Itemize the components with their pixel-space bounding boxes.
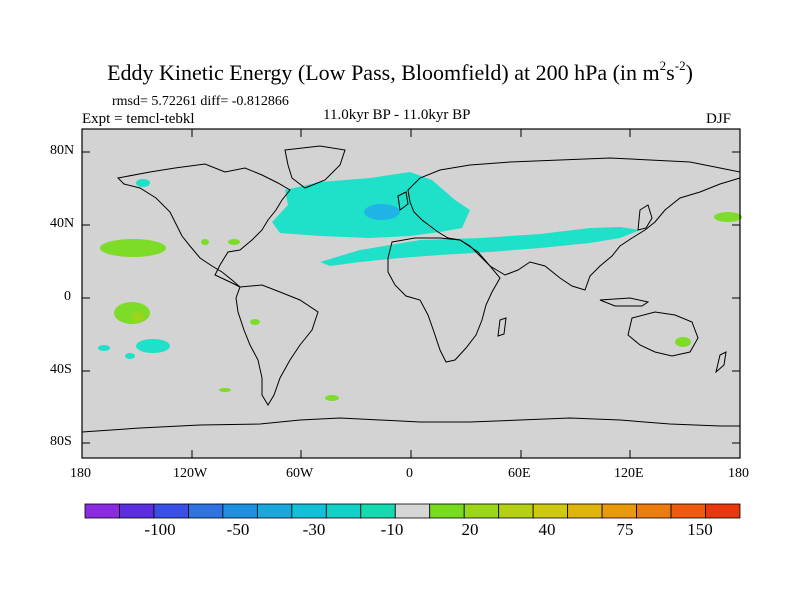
negative-anomaly-green-s3 — [250, 319, 260, 325]
colorbar-swatch-9 — [394, 503, 431, 519]
lon-label-60e: 60E — [508, 466, 531, 481]
lon-label-0: 0 — [406, 466, 413, 481]
lat-label-80s: 80S — [50, 434, 72, 449]
negative-anomaly-green-east — [714, 212, 742, 222]
colorbar-swatch-8 — [360, 503, 396, 519]
lon-label-180e: 180 — [728, 466, 749, 481]
negative-anomaly-green-core — [132, 312, 144, 322]
lon-label-120w: 120W — [173, 466, 208, 481]
colorbar-swatch-2 — [153, 503, 189, 519]
season-label: DJF — [706, 111, 732, 127]
colorbar-swatch-14 — [567, 503, 603, 519]
colorbar-label: -100 — [144, 520, 176, 539]
negative-anomaly-green-pacific — [100, 239, 166, 257]
positive-anomaly-cyan-band — [320, 227, 640, 266]
negative-anomaly-green-subtropic — [114, 302, 150, 324]
negative-anomaly-green-small — [228, 239, 240, 245]
colorbar-label: 150 — [687, 520, 713, 539]
lon-label-120e: 120E — [614, 466, 644, 481]
lon-label-180w: 180 — [70, 466, 91, 481]
experiment-label: Expt = temcl-tebkl — [82, 111, 195, 127]
colorbar-swatch-15 — [601, 503, 637, 519]
lat-label-40s: 40S — [50, 362, 72, 377]
negative-anomaly-green-aus — [675, 337, 691, 347]
anomaly-fields — [98, 172, 742, 401]
period-label: 11.0kyr BP - 11.0kyr BP — [323, 107, 471, 123]
colorbar-label: 20 — [461, 520, 479, 539]
negative-anomaly-green-s4 — [201, 239, 209, 245]
colorbar-swatch-16 — [636, 503, 672, 519]
positive-anomaly-cyan-atlantic — [272, 172, 470, 238]
axis-ticks — [81, 129, 741, 458]
coastlines — [81, 145, 741, 433]
colorbar-label: -30 — [302, 520, 326, 539]
colorbar — [84, 503, 741, 519]
colorbar-swatch-4 — [222, 503, 258, 519]
positive-anomaly-small-cyan-3 — [125, 353, 135, 359]
negative-anomaly-green-s1 — [219, 388, 231, 392]
colorbar-swatch-11 — [463, 503, 500, 519]
colorbar-swatch-17 — [670, 503, 706, 519]
chart-title: Eddy Kinetic Energy (Low Pass, Bloomfiel… — [107, 58, 693, 85]
colorbar-swatch-1 — [119, 503, 155, 519]
colorbar-swatch-5 — [256, 503, 293, 519]
colorbar-label: 75 — [616, 520, 634, 539]
positive-anomaly-small-cyan — [136, 179, 150, 187]
colorbar-swatch-13 — [532, 503, 569, 519]
colorbar-label: -50 — [226, 520, 250, 539]
colorbar-label: -10 — [380, 520, 404, 539]
negative-anomaly-green-s2 — [325, 395, 339, 401]
colorbar-swatch-7 — [325, 503, 362, 519]
positive-anomaly-blue-core — [364, 204, 400, 220]
colorbar-label: 40 — [538, 520, 556, 539]
lat-label-0: 0 — [64, 289, 71, 304]
colorbar-swatch-0 — [84, 503, 120, 519]
colorbar-swatch-3 — [188, 503, 224, 519]
colorbar-swatch-12 — [498, 503, 534, 519]
lon-label-60w: 60W — [286, 466, 314, 481]
colorbar-swatch-10 — [429, 503, 465, 519]
positive-anomaly-pacific-cyan — [136, 339, 170, 353]
positive-anomaly-small-cyan-2 — [98, 345, 110, 351]
stats-label: rmsd= 5.72261 diff= -0.812866 — [112, 94, 289, 109]
lat-label-80n: 80N — [50, 143, 75, 158]
lat-label-40n: 40N — [50, 216, 75, 231]
colorbar-swatch-6 — [291, 503, 327, 519]
colorbar-swatch-18 — [705, 503, 741, 519]
